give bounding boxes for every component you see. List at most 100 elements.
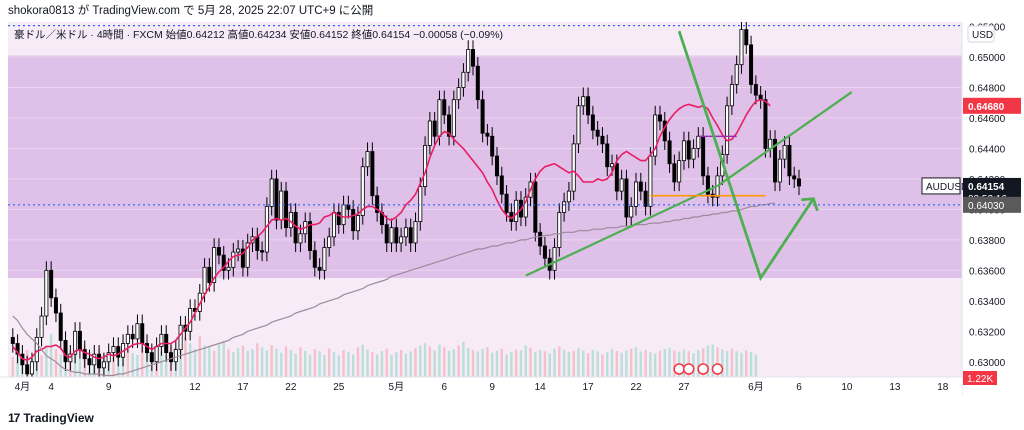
candle-body bbox=[255, 236, 260, 251]
volume-bar bbox=[16, 353, 19, 377]
candle-body bbox=[63, 340, 68, 363]
candle-body bbox=[245, 242, 250, 268]
volume-bar bbox=[495, 350, 499, 377]
volume-bar bbox=[318, 351, 321, 377]
candle-body bbox=[77, 330, 82, 350]
volume-bar bbox=[735, 351, 738, 377]
volume-bar bbox=[409, 351, 412, 377]
volume-bar bbox=[222, 341, 225, 377]
candle-body bbox=[341, 204, 346, 226]
time-tick-label: 17 bbox=[583, 382, 595, 393]
volume-bar bbox=[582, 350, 585, 377]
candle-body bbox=[614, 163, 619, 192]
volume-bar bbox=[749, 352, 753, 377]
candle-body bbox=[135, 323, 140, 340]
time-tick-label: 6月 bbox=[748, 381, 764, 393]
volume-bar bbox=[428, 346, 432, 377]
time-tick-label: 6 bbox=[441, 382, 447, 393]
candle-body bbox=[562, 201, 567, 213]
volume-bar bbox=[390, 354, 393, 377]
volume-bar bbox=[653, 353, 657, 377]
candle-body bbox=[336, 212, 341, 226]
price-tick-label: 0.63200 bbox=[969, 327, 1006, 338]
volume-bar bbox=[615, 350, 619, 377]
symbol-tag bbox=[921, 177, 961, 195]
candle-body bbox=[442, 99, 447, 116]
volume-bar bbox=[275, 348, 278, 377]
time-tick-label: 12 bbox=[189, 382, 201, 393]
candle-body bbox=[499, 175, 504, 195]
candle-body bbox=[216, 247, 221, 256]
candle-body bbox=[729, 84, 734, 107]
candle-body bbox=[653, 114, 658, 157]
volume-bar bbox=[256, 343, 259, 377]
candle-body bbox=[264, 205, 269, 253]
price-tick-label: 0.64800 bbox=[969, 84, 1006, 95]
candle-body bbox=[677, 160, 682, 183]
candle-body bbox=[485, 132, 490, 137]
volume-bar bbox=[265, 350, 269, 377]
candle-body bbox=[240, 248, 245, 268]
footer: 17 TradingView bbox=[0, 407, 1024, 430]
candle-body bbox=[202, 266, 207, 294]
candle-body bbox=[140, 323, 145, 344]
volume-bar bbox=[145, 351, 149, 377]
candle-body bbox=[624, 178, 629, 218]
price-label-last-text: 0.64154 bbox=[968, 182, 1005, 193]
time-axis-background bbox=[0, 377, 962, 395]
candle-body bbox=[87, 358, 92, 366]
volume-bar bbox=[284, 346, 288, 377]
time-tick-label: 10 bbox=[841, 382, 853, 393]
candle-body bbox=[173, 349, 178, 363]
candle-body bbox=[490, 135, 495, 157]
candle-body bbox=[125, 333, 130, 344]
candle-body bbox=[744, 29, 749, 46]
volume-bar bbox=[620, 352, 623, 377]
candle-body bbox=[552, 247, 557, 271]
volume-bar bbox=[711, 344, 714, 377]
candle-body bbox=[705, 175, 710, 195]
chart-frame: 0.63000 0.63200 0.63400 0.63600 0.63800 0.640… bbox=[0, 22, 1024, 407]
candle-body bbox=[10, 336, 15, 344]
volume-bar bbox=[131, 353, 134, 377]
volume-bar bbox=[701, 348, 705, 377]
currency-label: USD bbox=[972, 30, 993, 41]
candle-body bbox=[427, 120, 432, 146]
candle-body bbox=[159, 333, 164, 347]
volume-bar bbox=[462, 341, 465, 377]
price-label-sma bbox=[963, 97, 1021, 114]
price-chart[interactable]: 0.63000 0.63200 0.63400 0.63600 0.63800 0.640… bbox=[0, 22, 1024, 407]
volume-bar bbox=[165, 355, 168, 377]
economic-event-icon bbox=[682, 363, 695, 375]
volume-bar bbox=[198, 336, 201, 377]
volume-bar bbox=[730, 348, 734, 377]
volume-bar bbox=[586, 353, 590, 377]
candle-body bbox=[643, 190, 648, 207]
candle-body bbox=[312, 250, 317, 268]
volume-bar bbox=[457, 345, 460, 377]
candle-body bbox=[773, 138, 778, 183]
candle-body bbox=[542, 245, 547, 259]
candle-body bbox=[480, 99, 485, 134]
candle-body bbox=[696, 135, 701, 149]
candle-body bbox=[777, 158, 782, 183]
tradingview-logo[interactable]: 17 TradingView bbox=[8, 411, 94, 425]
candle-body bbox=[461, 71, 466, 88]
time-tick-label: 22 bbox=[630, 382, 642, 393]
volume-badge-text: 1.22K bbox=[967, 374, 993, 385]
volume-bar bbox=[745, 350, 748, 377]
symbol-legend: 豪ドル／米ドル · 4時間 · FXCM 始値0.64212 高値0.64234… bbox=[14, 28, 503, 41]
volume-bar bbox=[399, 350, 403, 377]
candle-body bbox=[686, 140, 691, 160]
volume-bar bbox=[246, 350, 249, 377]
candle-body bbox=[619, 178, 624, 192]
price-axis-background bbox=[962, 22, 1024, 407]
volume-bar bbox=[260, 347, 264, 377]
volume-bar bbox=[601, 354, 604, 377]
time-tick-label: 9 bbox=[489, 382, 495, 393]
economic-event-icon bbox=[673, 363, 685, 375]
volume-bar bbox=[141, 346, 144, 377]
volume-bar bbox=[548, 353, 551, 377]
volume-bar bbox=[658, 350, 662, 377]
volume-bar bbox=[232, 352, 235, 377]
